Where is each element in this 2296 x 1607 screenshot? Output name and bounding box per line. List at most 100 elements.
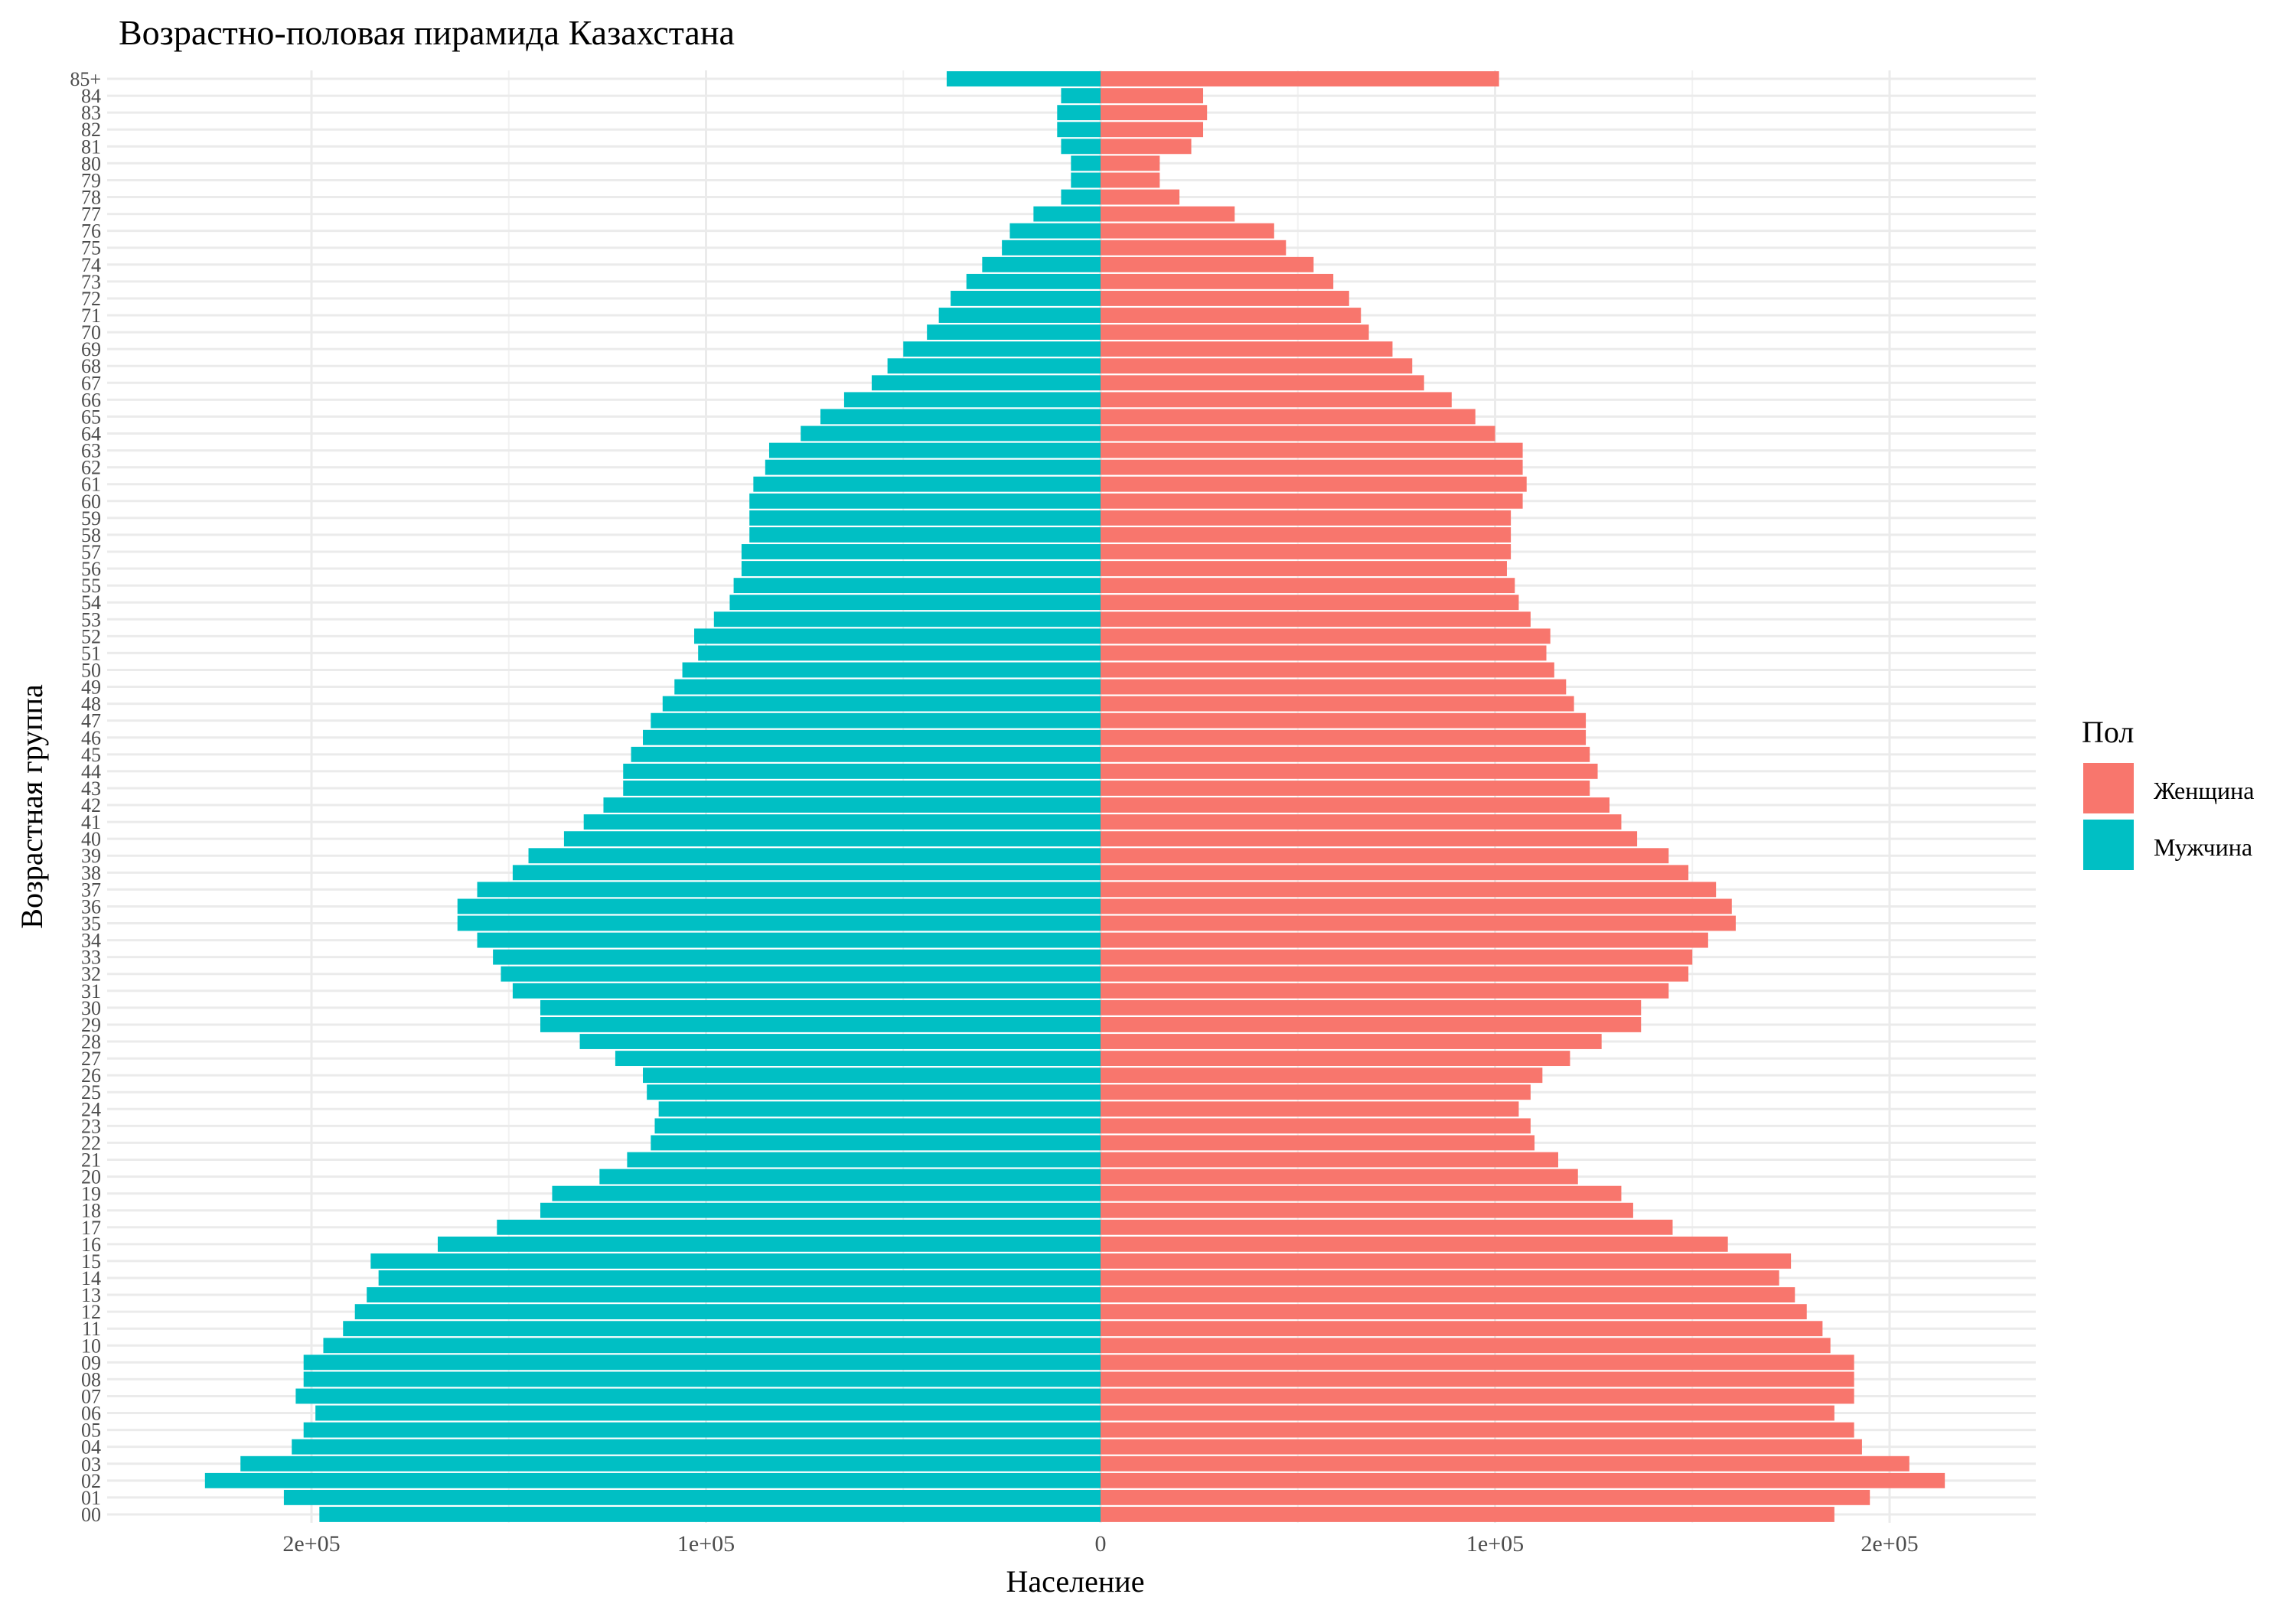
bar-female	[1101, 932, 1708, 948]
bar-female	[1101, 544, 1512, 559]
bar-female	[1101, 1405, 1835, 1421]
y-tick-label: 16	[81, 1234, 101, 1256]
bar-female	[1101, 1152, 1558, 1168]
y-tick-label: 04	[81, 1436, 101, 1459]
y-tick-label: 60	[81, 491, 101, 513]
y-tick-label: 32	[81, 963, 101, 986]
bar-female	[1101, 1169, 1578, 1185]
y-tick-label: 74	[81, 254, 101, 276]
bar-male	[654, 1118, 1101, 1134]
y-tick-label: 65	[81, 406, 101, 428]
y-tick-label: 53	[81, 608, 101, 631]
x-tick-labels: 2e+05 1e+05 0 1e+05 2e+05	[282, 1531, 1918, 1556]
bar-female	[1101, 1034, 1602, 1049]
y-tick-label: 37	[81, 878, 101, 901]
bar-female	[1101, 1017, 1642, 1032]
y-tick-label: 41	[81, 811, 101, 833]
y-tick-label: 38	[81, 862, 101, 884]
y-tick-label: 58	[81, 524, 101, 546]
bar-male	[563, 831, 1101, 847]
bar-male	[477, 932, 1101, 948]
bar-male	[378, 1270, 1101, 1286]
bar-male	[354, 1304, 1101, 1320]
y-tick-label: 07	[81, 1385, 101, 1407]
y-tick-label: 73	[81, 271, 101, 293]
bar-female	[1101, 105, 1208, 121]
bar-female	[1101, 848, 1669, 864]
bar-male	[741, 544, 1101, 559]
bars	[204, 71, 1945, 1522]
bar-male	[627, 1152, 1101, 1168]
bar-female	[1101, 1270, 1779, 1286]
bar-female	[1101, 139, 1192, 155]
y-tick-label: 29	[81, 1014, 101, 1036]
bar-male	[682, 662, 1101, 678]
bar-male	[631, 746, 1101, 762]
bar-male	[367, 1287, 1101, 1302]
bar-male	[749, 493, 1101, 509]
bar-male	[1002, 240, 1101, 256]
y-tick-label: 20	[81, 1166, 101, 1188]
y-tick-label: 28	[81, 1031, 101, 1053]
y-tick-label: 08	[81, 1368, 101, 1390]
bar-female	[1101, 763, 1598, 779]
bar-female	[1101, 1219, 1673, 1235]
bar-female	[1101, 122, 1204, 138]
bar-male	[768, 442, 1101, 458]
bar-female	[1101, 645, 1547, 661]
y-tick-label: 70	[81, 321, 101, 344]
y-tick-label: 75	[81, 237, 101, 259]
y-tick-label: 68	[81, 355, 101, 377]
bar-female	[1101, 375, 1424, 391]
bar-female	[1101, 223, 1274, 239]
bar-female	[1101, 898, 1732, 914]
bar-male	[643, 1068, 1101, 1084]
bar-male	[315, 1405, 1101, 1421]
y-tick-label: 24	[81, 1098, 101, 1120]
bar-female	[1101, 983, 1669, 999]
bar-male	[323, 1338, 1101, 1354]
y-tick-label: 81	[81, 135, 101, 158]
y-tick-label: 83	[81, 102, 101, 124]
legend-label-female: Женщина	[2154, 777, 2254, 804]
y-tick-label: 19	[81, 1183, 101, 1205]
bar-male	[903, 341, 1101, 357]
bar-male	[599, 1169, 1101, 1185]
y-tick-label: 09	[81, 1351, 101, 1374]
bar-female	[1101, 510, 1512, 526]
y-tick-label: 02	[81, 1470, 101, 1492]
y-tick-label: 03	[81, 1453, 101, 1475]
bar-male	[938, 308, 1101, 323]
bar-male	[658, 1101, 1101, 1117]
bar-male	[204, 1472, 1101, 1488]
bar-female	[1101, 1236, 1728, 1252]
bar-female	[1101, 628, 1551, 644]
bar-female	[1101, 155, 1160, 171]
bar-female	[1101, 949, 1693, 965]
bar-male	[651, 1135, 1101, 1151]
bar-male	[698, 645, 1101, 661]
y-tick-label: 76	[81, 220, 101, 243]
y-tick-label: 62	[81, 457, 101, 479]
bar-female	[1101, 88, 1204, 104]
y-tick-label: 15	[81, 1250, 101, 1273]
legend-key-female	[2083, 763, 2134, 813]
y-tick-label: 66	[81, 389, 101, 411]
bar-female	[1101, 526, 1512, 543]
bar-female	[1101, 814, 1622, 830]
bar-female	[1101, 1304, 1807, 1320]
y-tick-label: 50	[81, 659, 101, 681]
y-tick-label: 82	[81, 119, 101, 141]
bar-male	[303, 1354, 1101, 1371]
bar-female	[1101, 341, 1393, 357]
bar-male	[946, 71, 1101, 86]
bar-female	[1101, 1507, 1835, 1522]
bar-female	[1101, 662, 1554, 678]
y-tick-label: 17	[81, 1217, 101, 1239]
bar-male	[729, 595, 1101, 611]
bar-male	[319, 1507, 1101, 1522]
y-tick-label: 11	[82, 1318, 101, 1340]
y-tick-label: 45	[81, 744, 101, 766]
bar-male	[540, 999, 1101, 1015]
